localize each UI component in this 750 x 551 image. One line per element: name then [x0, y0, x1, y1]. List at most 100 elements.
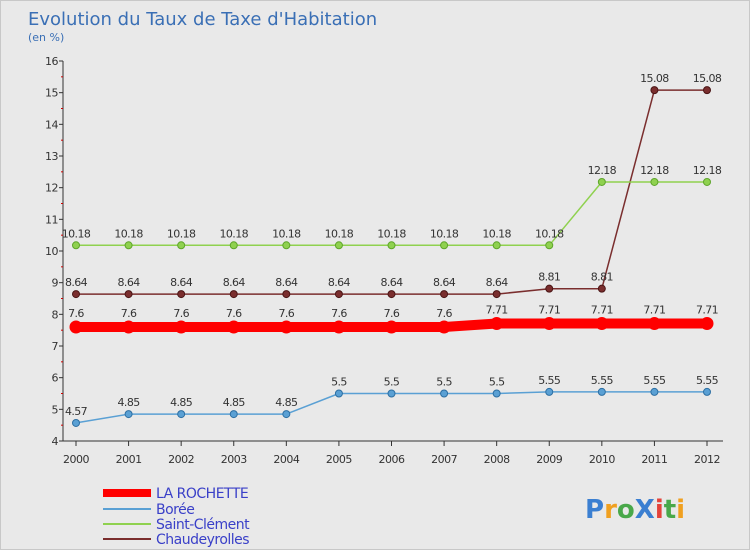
data-label: 4.57	[65, 405, 88, 418]
data-label: 4.85	[170, 396, 193, 409]
data-label: 8.81	[538, 271, 560, 284]
brand-letter: r	[604, 495, 617, 525]
series-line	[76, 89, 707, 295]
legend-label: Saint-Clément	[156, 517, 250, 533]
data-point	[124, 290, 133, 299]
brand-letter: t	[664, 495, 676, 525]
data-label: 8.64	[486, 276, 509, 289]
data-point	[229, 410, 238, 419]
data-label: 10.18	[220, 227, 249, 240]
data-point	[229, 241, 238, 250]
data-point	[72, 241, 80, 250]
chart-subtitle: (en %)	[28, 31, 64, 44]
data-point	[334, 241, 343, 250]
brand-logo-text: ProXiti	[585, 495, 685, 525]
data-label: 7.71	[591, 304, 613, 317]
data-point	[177, 241, 186, 250]
y-tick-label: 10	[45, 245, 58, 258]
data-point	[545, 284, 554, 293]
data-point	[650, 86, 659, 95]
data-label: 10.18	[430, 227, 459, 240]
y-tick-label: 11	[45, 213, 58, 226]
data-point	[387, 389, 396, 398]
brand-letter: P	[585, 495, 604, 525]
x-tick-label: 2011	[641, 453, 667, 466]
data-label: 15.08	[693, 72, 722, 85]
data-label: 7.6	[226, 307, 242, 320]
data-label: 10.18	[535, 227, 564, 240]
data-label: 8.64	[170, 276, 193, 289]
data-point	[387, 290, 396, 299]
series-layer: 8.64 8.64 8.64 8.64 8.64 8.64 8.64 8.64 8.64 8.81…	[62, 72, 722, 427]
data-label: 5.5	[384, 376, 400, 389]
data-point	[334, 290, 343, 299]
data-label: 7.6	[384, 307, 400, 320]
x-tick-label: 2000	[63, 453, 89, 466]
data-label: 7.6	[436, 307, 452, 320]
data-point	[122, 320, 136, 334]
data-label: 10.18	[62, 227, 91, 240]
x-tick-label: 2001	[116, 453, 142, 466]
x-tick-label: 2012	[694, 453, 720, 466]
data-point	[703, 177, 711, 186]
data-point	[650, 387, 659, 396]
x-tick-label: 2008	[484, 453, 510, 466]
y-tick-label: 14	[45, 118, 58, 131]
data-point	[650, 177, 659, 186]
data-label: 10.18	[377, 227, 406, 240]
data-label: 8.81	[591, 271, 613, 284]
data-point	[492, 389, 501, 398]
data-point	[282, 290, 291, 299]
data-label: 8.64	[328, 276, 351, 289]
data-label: 5.55	[643, 374, 666, 387]
data-label: 7.6	[68, 307, 84, 320]
data-label: 12.18	[693, 164, 722, 177]
data-label: 4.85	[223, 396, 246, 409]
data-point	[332, 320, 346, 334]
data-point	[334, 389, 343, 398]
series-la-rochette: 7.6 7.6 7.6 7.6 7.6 7.6 7.6 7.6 7.71 7.71 7.71 7.71…	[68, 304, 719, 334]
data-label: 7.6	[278, 307, 294, 320]
data-label: 8.64	[380, 276, 403, 289]
y-tick-label: 7	[52, 340, 59, 353]
data-label: 8.64	[65, 276, 88, 289]
data-label: 10.18	[167, 227, 196, 240]
data-point	[703, 387, 711, 396]
data-point	[440, 290, 449, 299]
data-point	[700, 317, 714, 331]
data-point	[595, 317, 609, 331]
x-tick-label: 2009	[536, 453, 562, 466]
data-point	[492, 241, 501, 250]
data-point	[703, 86, 711, 95]
data-point	[597, 387, 606, 396]
data-label: 7.71	[486, 304, 508, 317]
x-tick-label: 2003	[221, 453, 247, 466]
data-label: 8.64	[118, 276, 141, 289]
data-point	[282, 241, 291, 250]
data-point	[440, 389, 449, 398]
y-tick-label: 9	[52, 277, 59, 290]
data-label: 5.5	[331, 376, 347, 389]
data-point	[545, 241, 554, 250]
data-point	[124, 410, 133, 419]
data-point	[490, 317, 504, 331]
data-point	[492, 290, 501, 299]
data-label: 5.5	[436, 376, 452, 389]
series-chaudeyrolles: 8.64 8.64 8.64 8.64 8.64 8.64 8.64 8.64 8.64 8.81…	[65, 72, 722, 299]
data-label: 10.18	[482, 227, 511, 240]
data-point	[387, 241, 396, 250]
data-label: 12.18	[588, 164, 617, 177]
brand-logo: ProXiti	[585, 495, 685, 525]
y-tick-label: 16	[45, 55, 58, 68]
data-point	[282, 410, 291, 419]
y-tick-label: 12	[45, 182, 58, 195]
data-label: 7.6	[173, 307, 189, 320]
data-label: 8.64	[433, 276, 456, 289]
y-tick-label: 13	[45, 150, 58, 163]
data-label: 8.64	[223, 276, 246, 289]
y-tick-label: 6	[52, 372, 59, 385]
data-label: 10.18	[114, 227, 143, 240]
data-point	[229, 290, 238, 299]
legend-label: LA ROCHETTE	[156, 486, 248, 502]
